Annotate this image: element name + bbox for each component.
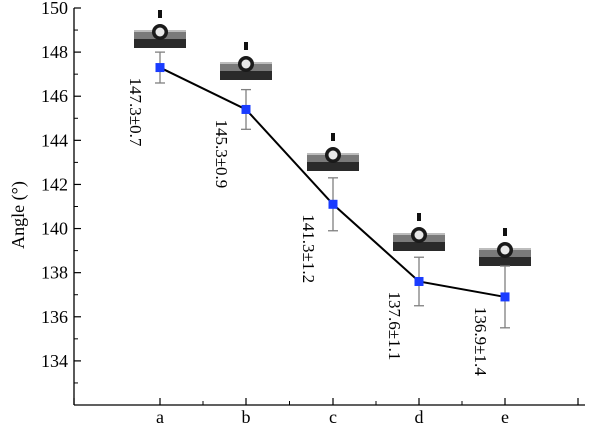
droplet-inset-image [220, 42, 272, 80]
data-point [328, 199, 338, 209]
y-tick-label: 142 [41, 174, 68, 194]
data-point [241, 104, 251, 114]
droplet-insets [134, 10, 531, 266]
x-tick-label: b [242, 407, 251, 426]
data-labels: 147.3±0.7 145.3±0.9 141.3±1.2 137.6±1.1 136.… [126, 78, 490, 377]
data-markers [155, 63, 510, 302]
y-tick-label: 134 [41, 351, 68, 371]
y-tick-label: 146 [41, 86, 68, 106]
y-tick-label: 144 [41, 130, 68, 150]
droplet-inset-image [134, 10, 186, 48]
droplet-inset-image [307, 133, 359, 171]
x-tick-label: c [329, 407, 337, 426]
droplet-inset-image [393, 213, 445, 251]
y-tick-label: 148 [41, 42, 68, 62]
data-point [500, 292, 510, 302]
data-label: 141.3±1.2 [299, 214, 318, 283]
error-bars [155, 51, 510, 329]
data-point [414, 276, 424, 286]
x-ticks: a b c d e [73, 398, 579, 426]
data-label: 145.3±0.9 [212, 119, 231, 188]
data-label: 137.6±1.1 [385, 291, 404, 360]
y-tick-label: 138 [41, 263, 68, 283]
y-ticks: 134 136 138 140 142 144 146 148 150 [41, 0, 81, 384]
data-label: 147.3±0.7 [126, 78, 145, 147]
droplet-inset-image [479, 228, 531, 266]
y-axis-label: Angle (°) [8, 181, 29, 249]
data-point [155, 63, 165, 73]
x-tick-label: e [501, 407, 509, 426]
x-tick-label: a [156, 407, 164, 426]
y-tick-label: 136 [41, 307, 68, 327]
x-tick-label: d [415, 407, 424, 426]
data-label: 136.9±1.4 [471, 307, 490, 376]
y-tick-label: 150 [41, 0, 68, 18]
y-tick-label: 140 [41, 219, 68, 239]
